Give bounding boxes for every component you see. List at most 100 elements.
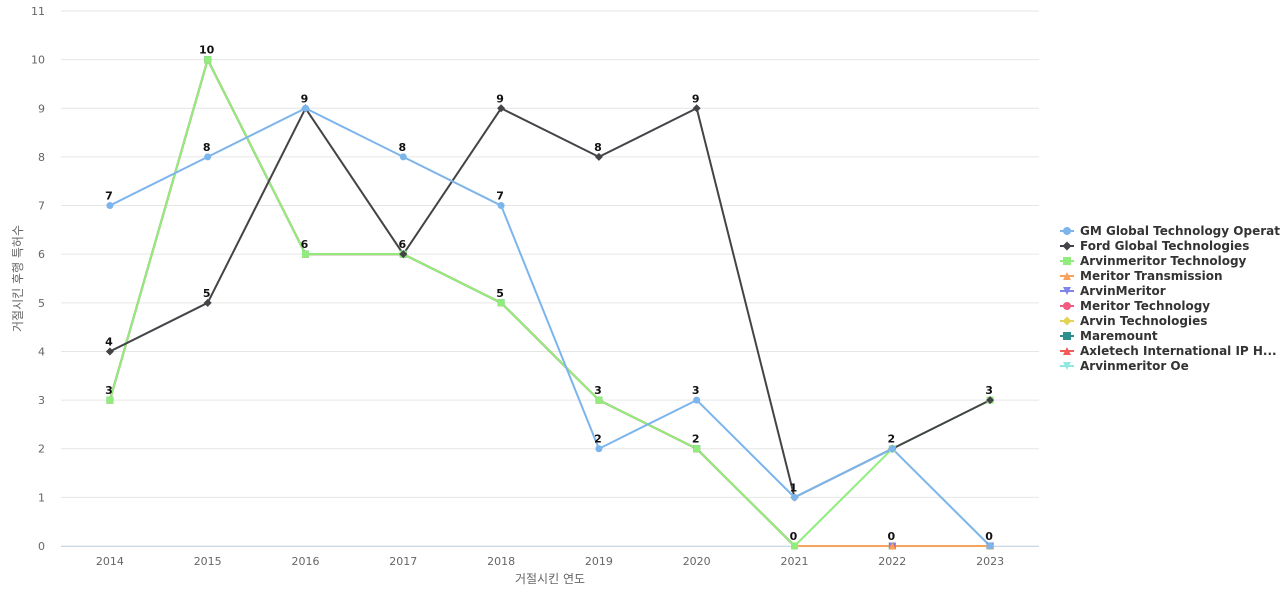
data-label: 7 [496, 190, 504, 203]
data-label: 3 [692, 384, 700, 397]
data-point [791, 542, 798, 550]
series-line [108, 58, 992, 547]
x-tick-label: 2022 [878, 555, 906, 568]
y-tick-label: 4 [38, 345, 45, 358]
data-label: 1 [790, 481, 798, 494]
y-tick-label: 11 [31, 5, 45, 18]
legend-item[interactable]: GM Global Technology Operat... [1060, 224, 1280, 238]
legend-symbol [1063, 227, 1071, 235]
series-lines [108, 58, 992, 547]
legend-symbol [1063, 302, 1071, 310]
data-label: 8 [398, 141, 406, 154]
x-tick-label: 2020 [683, 555, 711, 568]
legend-symbol [1063, 362, 1071, 370]
data-point [595, 396, 603, 404]
data-point [302, 250, 309, 258]
legend-item[interactable]: Arvinmeritor Technology [1060, 254, 1247, 268]
legend-item[interactable]: Ford Global Technologies [1060, 239, 1249, 253]
legend-item[interactable]: Arvin Technologies [1060, 314, 1207, 328]
data-label: 9 [496, 92, 504, 105]
legend-label: Arvinmeritor Oe [1080, 359, 1189, 373]
data-point [595, 445, 603, 453]
data-point [497, 299, 505, 307]
y-tick-label: 9 [38, 102, 45, 115]
legend-item[interactable]: Axletech International IP H... [1060, 344, 1277, 358]
x-tick-label: 2016 [292, 555, 320, 568]
data-label: 3 [594, 384, 602, 397]
data-label: 3 [105, 384, 113, 397]
legend-symbol [1062, 241, 1072, 251]
data-point [888, 445, 896, 453]
legend-item[interactable]: Maremount [1060, 329, 1158, 343]
legend-label: Meritor Technology [1080, 299, 1210, 313]
y-tick-label: 10 [31, 54, 45, 67]
data-label: 6 [398, 238, 406, 251]
data-label: 5 [203, 287, 211, 300]
legend-label: Maremount [1080, 329, 1158, 343]
legend-symbol [1063, 332, 1071, 340]
data-label: 3 [985, 384, 993, 397]
data-label: 6 [301, 238, 309, 251]
data-point [497, 104, 506, 113]
y-tick-label: 3 [38, 394, 45, 407]
data-point [692, 104, 701, 113]
x-tick-label: 2018 [487, 555, 515, 568]
x-tick-label: 2014 [96, 555, 124, 568]
x-tick-label: 2019 [585, 555, 613, 568]
data-label: 9 [692, 92, 700, 105]
data-label: 2 [594, 433, 602, 446]
data-point [203, 298, 212, 307]
data-point [791, 493, 798, 501]
legend-symbol [1063, 257, 1071, 265]
legend-symbol [1063, 287, 1071, 295]
legend-symbol [1063, 272, 1071, 280]
legend-symbol [1062, 316, 1072, 326]
y-tick-label: 6 [38, 248, 45, 261]
data-label: 9 [301, 92, 309, 105]
x-tick-label: 2015 [194, 555, 222, 568]
x-tick-label: 2017 [389, 555, 417, 568]
legend-label: Arvin Technologies [1080, 314, 1207, 328]
gridlines [61, 10, 1039, 547]
data-label: 4 [105, 335, 113, 348]
legend-label: GM Global Technology Operat... [1080, 224, 1280, 238]
data-label: 0 [985, 530, 993, 543]
data-point [302, 104, 309, 112]
data-label: 8 [594, 141, 602, 154]
data-point [693, 445, 701, 453]
data-point [399, 250, 408, 259]
data-label: 7 [105, 190, 113, 203]
legend-label: Arvinmeritor Technology [1080, 254, 1247, 268]
data-point [986, 396, 995, 405]
legend-item[interactable]: Meritor Technology [1060, 299, 1210, 313]
legend-item[interactable]: ArvinMeritor [1060, 284, 1166, 298]
legend-label: ArvinMeritor [1080, 284, 1166, 298]
data-label: 0 [887, 530, 895, 543]
y-tick-label: 7 [38, 200, 45, 213]
y-tick-label: 8 [38, 151, 45, 164]
data-point [594, 152, 603, 161]
series-markers [105, 55, 995, 550]
legend-item[interactable]: Arvinmeritor Oe [1060, 359, 1189, 373]
y-tick-label: 0 [38, 540, 45, 553]
y-axis-ticks: 0 1 2 3 4 5 6 7 8 9 10 11 [31, 5, 45, 553]
data-point [106, 202, 114, 210]
data-point [204, 153, 212, 161]
data-label: 5 [496, 287, 504, 300]
y-tick-label: 2 [38, 443, 45, 456]
legend-item[interactable]: Meritor Transmission [1060, 269, 1223, 283]
legend-label: Ford Global Technologies [1080, 239, 1249, 253]
x-tick-label: 2023 [976, 555, 1004, 568]
data-point [986, 542, 994, 550]
legend-label: Axletech International IP H... [1080, 344, 1277, 358]
data-point [204, 56, 212, 64]
data-label: 0 [790, 530, 798, 543]
y-tick-label: 1 [38, 491, 45, 504]
y-tick-label: 5 [38, 297, 45, 310]
data-label: 8 [203, 141, 211, 154]
data-point [888, 542, 896, 550]
data-point [497, 202, 505, 210]
series-line [108, 107, 992, 547]
